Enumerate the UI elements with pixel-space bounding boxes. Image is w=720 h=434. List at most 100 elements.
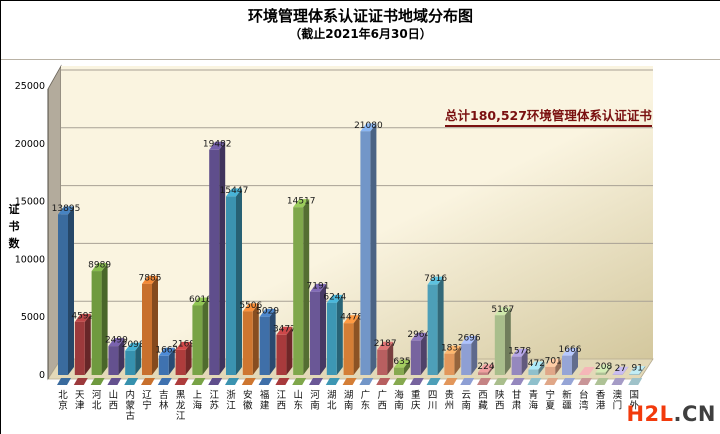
y-axis-title: 证书数 xyxy=(7,201,21,252)
bar-value-label: 208 xyxy=(595,362,612,372)
bar-front-face xyxy=(125,350,136,375)
bar-side-face xyxy=(605,364,612,375)
bar-value-label: 1662 xyxy=(155,345,178,355)
bar-front-face xyxy=(276,334,287,375)
chart-bar: 3477 江西 xyxy=(273,324,296,411)
category-label-char: 京 xyxy=(58,400,68,412)
y-axis-title-char: 书 xyxy=(8,220,20,234)
bar-floor-dash xyxy=(90,378,105,385)
y-axis-title-char: 证 xyxy=(8,203,20,216)
bar-value-label: 5167 xyxy=(491,305,514,315)
bar-floor-dash xyxy=(208,378,223,385)
bar-floor-dash xyxy=(611,378,626,385)
bar-side-face xyxy=(639,365,646,375)
bar-front-face xyxy=(242,311,253,375)
y-axis-title-char: 数 xyxy=(8,237,20,251)
category-label-char: 海 xyxy=(193,400,203,412)
category-label-char: 宁 xyxy=(142,400,152,412)
header-divider xyxy=(1,59,720,60)
category-label-char: 青 xyxy=(529,389,539,401)
bar-floor-dash xyxy=(73,378,88,385)
bar-floor-dash xyxy=(628,378,643,385)
chart-title: 环境管理体系认证证书地域分布图 xyxy=(247,7,473,25)
bar-floor-dash xyxy=(460,378,475,385)
bar-top-face xyxy=(74,313,91,322)
bar-front-face xyxy=(494,315,505,375)
bar-top-face xyxy=(259,308,276,317)
chart-bar: 21080 广东 xyxy=(354,121,383,412)
bar-floor-dash xyxy=(258,378,273,385)
bar-side-face xyxy=(101,263,108,375)
chart-bar: 635 海南 xyxy=(393,357,411,412)
bar-side-face xyxy=(454,345,461,375)
bar-front-face xyxy=(158,355,169,375)
category-label-char: 州 xyxy=(445,401,455,412)
category-label-char: 山 xyxy=(109,390,119,401)
bar-top-face xyxy=(545,358,562,367)
bar-top-face xyxy=(377,341,394,350)
bar-value-label: 3477 xyxy=(273,324,296,334)
bar-floor-dash xyxy=(393,378,407,385)
bar-top-face xyxy=(562,347,578,356)
bar-front-face xyxy=(410,340,421,375)
bar-floor-dash xyxy=(527,378,542,385)
chart-bar: 6016 上海 xyxy=(189,295,212,412)
category-label-char: 黑 xyxy=(176,390,186,401)
chart-bar: 2098 内蒙古 xyxy=(122,340,145,422)
bar-front-face xyxy=(528,369,539,375)
bar-top-face xyxy=(494,307,511,316)
bar-value-label: 7816 xyxy=(424,274,447,284)
bar-side-face xyxy=(488,364,494,375)
bar-floor-dash xyxy=(409,378,424,385)
bar-front-face xyxy=(343,323,354,375)
bar-front-face xyxy=(427,284,438,375)
bar-side-face xyxy=(152,275,158,375)
bar-top-face xyxy=(578,366,595,375)
category-label-char: 古 xyxy=(125,410,135,422)
bar-floor-dash xyxy=(275,378,290,385)
category-label-char: 西 xyxy=(377,401,387,412)
bar-front-face xyxy=(192,305,203,375)
bar-value-label: 19482 xyxy=(203,139,232,149)
bar-floor-dash xyxy=(359,378,374,385)
bar-value-label: 2169 xyxy=(172,339,195,349)
bar-value-label: 91 xyxy=(631,363,642,373)
chart-bar: 5167 陕西 xyxy=(491,305,514,412)
bar-front-face xyxy=(545,366,556,375)
bar-side-face xyxy=(437,276,444,375)
category-label-char: 河 xyxy=(92,389,102,401)
watermark: H2L.CN xyxy=(626,402,716,426)
bar-value-label: 1666 xyxy=(559,345,582,355)
bar-top-face xyxy=(242,303,259,312)
bar-side-face xyxy=(588,366,595,375)
chart-bar: 8989 河北 xyxy=(88,261,111,412)
category-label-char: 门 xyxy=(613,400,623,412)
bar-floor-dash xyxy=(426,378,441,385)
category-label-char: 江 xyxy=(209,390,219,401)
chart-bar: 13895 北京 xyxy=(52,204,81,412)
bar-side-face xyxy=(521,348,528,375)
bar-side-face xyxy=(202,297,209,375)
bar-value-label: 472 xyxy=(528,359,545,369)
bar-value-label: 4592 xyxy=(71,311,94,321)
category-label-char: 山 xyxy=(293,390,303,401)
bar-value-label: 27 xyxy=(615,364,626,374)
category-label-char: 东 xyxy=(361,400,371,412)
chart-bar: 5029 福建 xyxy=(256,306,279,411)
y-tick-label: 10000 xyxy=(15,254,45,265)
bar-floor-dash xyxy=(309,378,323,385)
chart-bar: 2187 广西 xyxy=(374,339,397,411)
chart-bar: 701 宁夏 xyxy=(544,356,562,412)
bar-side-face xyxy=(336,294,343,375)
category-label-char: 浙 xyxy=(226,389,236,401)
bar-value-label: 6244 xyxy=(323,292,346,302)
bar-side-face xyxy=(471,335,478,375)
category-label-char: 天 xyxy=(75,390,85,401)
chart-bar: 472 青海 xyxy=(527,359,545,412)
chart-bar: 4592 天津 xyxy=(71,311,94,411)
chart-bar: 1666 新疆 xyxy=(559,345,582,411)
watermark-part1: H2L xyxy=(626,402,674,426)
category-label-char: 广 xyxy=(377,389,387,401)
